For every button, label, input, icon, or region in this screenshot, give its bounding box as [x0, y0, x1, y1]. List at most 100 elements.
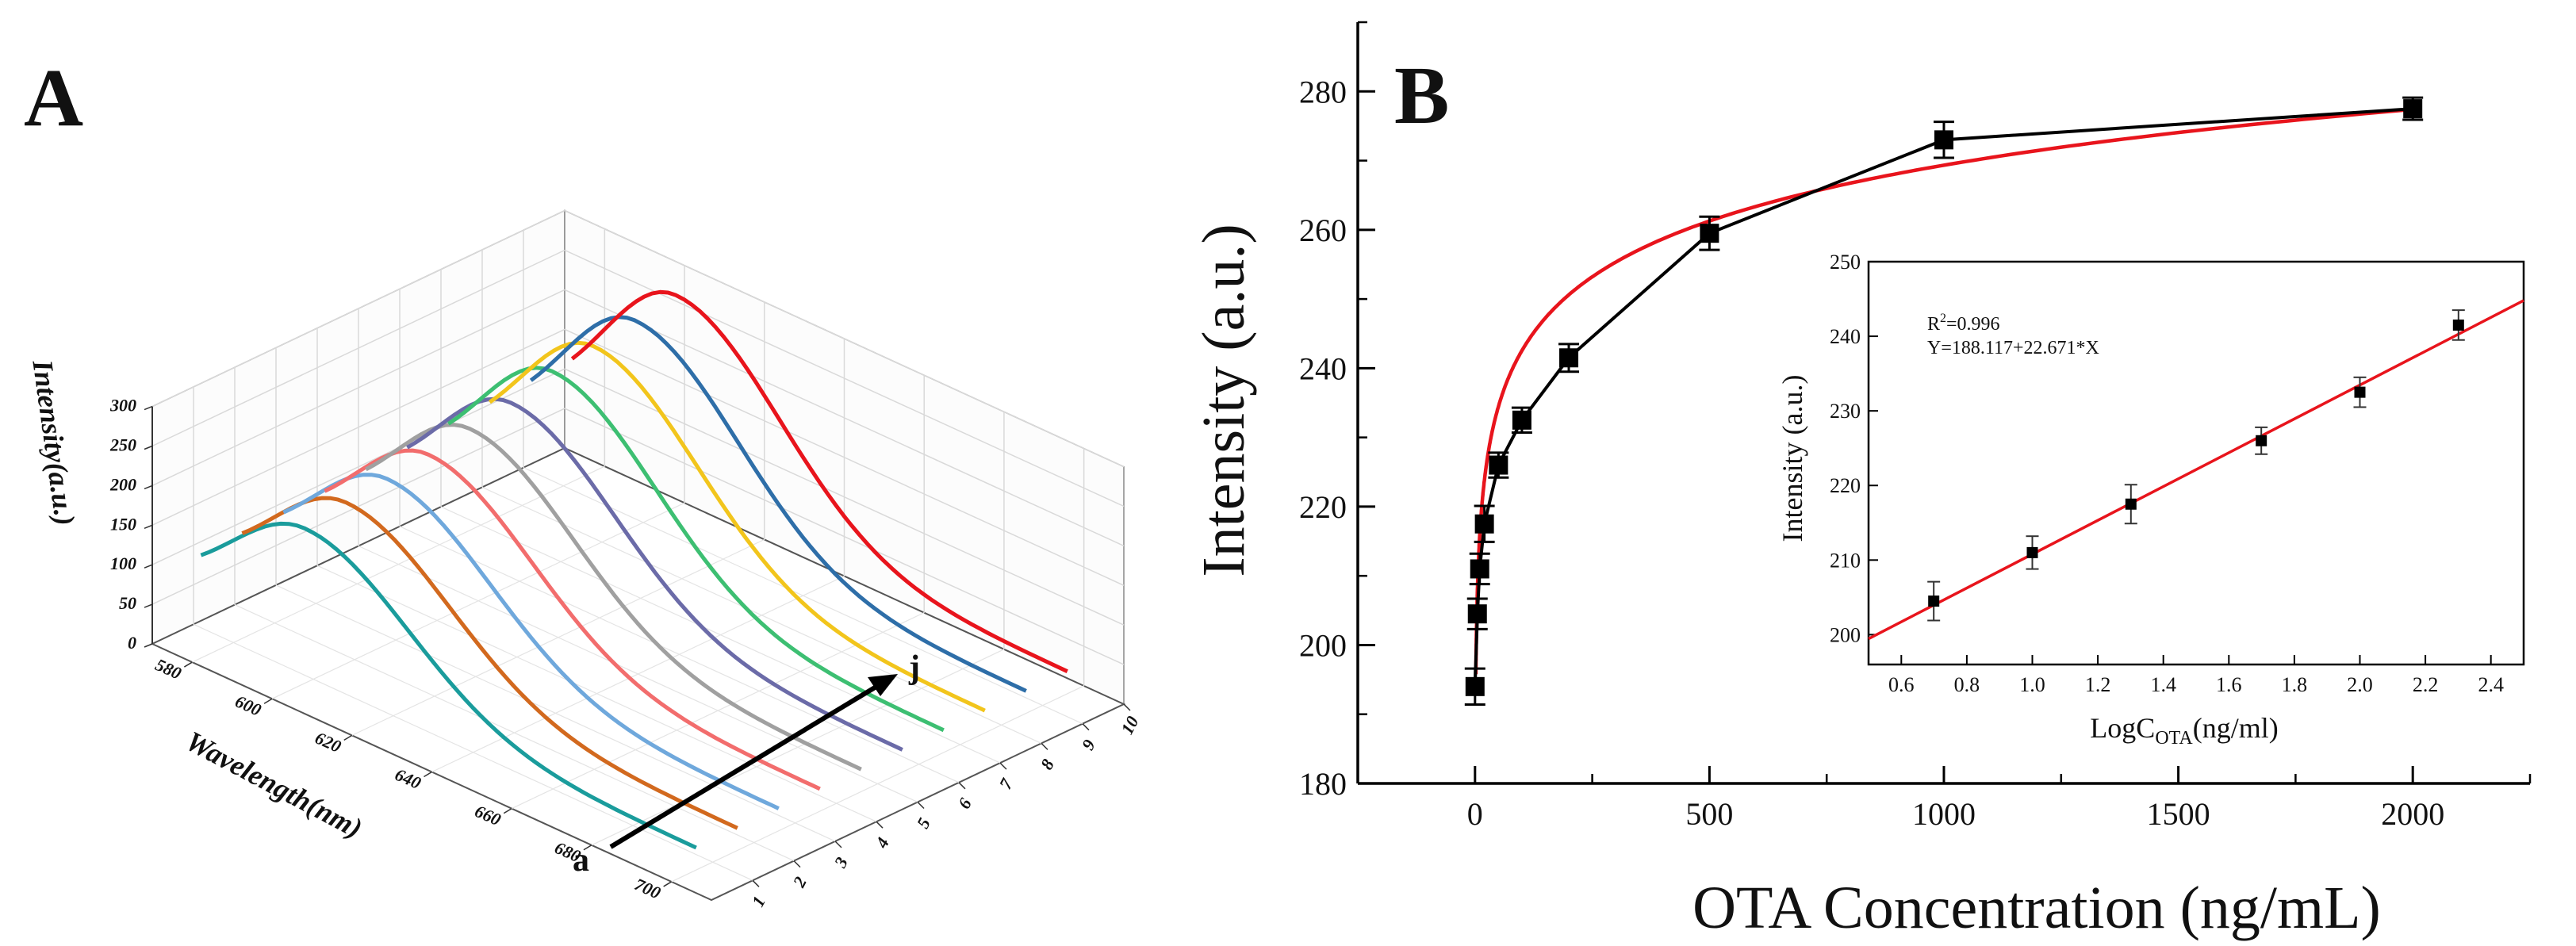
panel-a-grid-line: [358, 545, 918, 803]
panel-b-x-tick-label: 0: [1467, 796, 1483, 832]
panel-a-z-tick: [1041, 742, 1048, 750]
panel-a-grid-line: [275, 584, 836, 842]
panel-b-ticks: 180 200 220 240 260 280 0 500 1000 1500 2000: [1299, 21, 2532, 832]
spectrum-a: [200, 521, 697, 850]
panel-b-x-tick-label: 500: [1685, 796, 1733, 832]
panel-a-z-tick: [917, 801, 925, 810]
spectrum-i: [529, 315, 1027, 693]
panel-a-x-tick: [424, 771, 432, 778]
panel-a-z-tick: [793, 860, 801, 868]
panel-a-y-tick-label: 100: [110, 553, 136, 573]
panel-a-x-tick: [263, 698, 273, 704]
panel-b-label: B: [1394, 50, 1449, 141]
inset-y-tick-label: 210: [1830, 549, 1861, 572]
panel-a-x-tick-label: 600: [232, 691, 264, 720]
panel-b-data-point: [1700, 224, 1719, 243]
inset-x-tick-label: 1.4: [2150, 673, 2176, 696]
panel-a-z-tick-label: 7: [995, 775, 1018, 792]
inset-data-point: [2452, 319, 2464, 331]
panel-a-y-tick: [144, 405, 153, 411]
panel-a-y-axis-label: Intensity(a.u.): [26, 358, 81, 528]
inset-chart: 200 210 220 230 240 250 0.6 0.8 1.0 1.2 1.4 1.6 1.8 2…: [1777, 251, 2525, 749]
panel-a-y-tick: [144, 524, 153, 529]
inset-data-point: [2026, 546, 2038, 558]
inset-regression-line: [1868, 299, 2524, 641]
inset-x-tick-label: 1.6: [2216, 673, 2242, 696]
panel-a-y-tick: [144, 603, 153, 608]
panel-a-z-tick: [834, 841, 842, 848]
panel-a-grid-line: [523, 467, 1083, 725]
panel-a-z-tick-label: 2: [788, 873, 811, 890]
inset-y-tick-label: 250: [1830, 251, 1861, 274]
panel-a-z-tick-label: 1: [748, 893, 769, 910]
panel-a-x-tick: [343, 734, 353, 741]
spectrum-d: [324, 448, 821, 791]
panel-b-data-point: [1474, 514, 1494, 534]
panel-b-data-line: [1473, 107, 2413, 687]
inset-x-tick-label: 1.2: [2085, 673, 2111, 696]
panel-a-y-tick: [144, 564, 153, 569]
panel-a-grid-line: [481, 486, 1042, 744]
spectrum-e: [365, 423, 862, 772]
inset-y-tick-label: 230: [1830, 400, 1861, 423]
inset-x-tick-label: 2.4: [2478, 673, 2504, 696]
panel-a-z-tick: [752, 879, 760, 887]
inset-x-tick-label: 2.2: [2413, 673, 2439, 696]
inset-y-axis-label: Intensity (a.u.): [1777, 375, 1808, 542]
panel-a-z-tick-label: 4: [871, 834, 893, 852]
panel-a-z-tick-label: 3: [830, 854, 852, 871]
inset-x-tick-label: 1.0: [2019, 673, 2045, 696]
inset-data-point: [1928, 596, 1940, 607]
inset-axes: [1867, 260, 2525, 666]
panel-a-z-tick-label: 10: [1117, 713, 1142, 737]
panel-a-z-tick-label: 6: [954, 795, 976, 812]
spectrum-f: [406, 396, 903, 752]
panel-a-z-tick-label: 9: [1078, 736, 1099, 753]
panel-b-y-tick-label: 240: [1299, 350, 1347, 386]
panel-a-y-tick-label: 200: [109, 474, 136, 494]
panel-a-y-tick-label: 0: [128, 633, 136, 653]
inset-fit-line: [1868, 299, 2524, 641]
panel-a-y-tick: [144, 484, 153, 490]
spectrum-j: [570, 289, 1068, 673]
panel-b-x-tick-label: 1500: [2147, 796, 2210, 832]
panel-b-y-tick-label: 180: [1299, 766, 1347, 802]
panel-a-x-tick: [503, 807, 512, 814]
panel-b-data-point: [2403, 99, 2423, 119]
panel-a-x-tick-label: 640: [392, 764, 424, 793]
panel-a-grid-line: [316, 565, 877, 822]
panel-a-y-tick-label: 150: [110, 514, 136, 534]
panel-a-axes-box: [150, 209, 1126, 902]
arrow-end-label: j: [908, 649, 920, 686]
panel-b-calibration: B 180 200 220 240 260 280 0 500 1000 1500 2000 Int…: [1190, 21, 2532, 941]
inset-x-tick-label: 0.8: [1954, 673, 1980, 696]
panel-b-data-point: [1489, 455, 1508, 475]
panel-b-data-point: [1470, 559, 1489, 579]
panel-b-data-point: [1465, 676, 1485, 696]
inset-r2-annotation: R2=0.996: [1927, 312, 2000, 335]
panel-a-grid-line: [193, 623, 753, 881]
panel-a-grid-line: [440, 506, 1001, 764]
panel-a-x-tick-label: 660: [472, 801, 504, 829]
panel-b-data-series: [1464, 96, 2424, 707]
panel-b-y-axis-label: Intensity (a.u.): [1190, 224, 1257, 576]
direction-arrow-shaft: [609, 678, 888, 849]
panel-a-z-tick: [999, 762, 1007, 770]
panel-b-data-point: [1934, 130, 1953, 150]
panel-a-direction-arrow: [609, 674, 898, 849]
inset-data-series: [1927, 309, 2465, 622]
panel-a-z-tick: [1082, 723, 1090, 731]
spectrum-b: [241, 496, 738, 830]
inset-frame: [1867, 260, 2525, 666]
panel-b-data-point: [1467, 604, 1487, 624]
panel-b-x-tick-label: 2000: [2381, 796, 2444, 832]
arrow-start-label: a: [573, 842, 589, 879]
panel-a-grid-line: [151, 209, 565, 408]
panel-a-y-tick-label: 50: [119, 593, 136, 613]
panel-a-grid-line: [564, 209, 1125, 468]
inset-y-tick-label: 200: [1830, 623, 1861, 646]
direction-arrow-head: [868, 674, 898, 696]
inset-equation: Y=188.117+22.671*X: [1927, 338, 2099, 358]
